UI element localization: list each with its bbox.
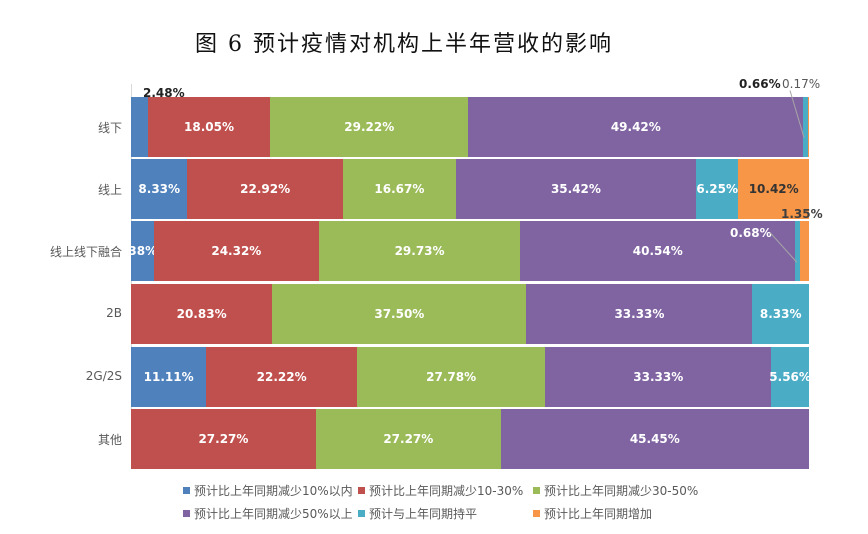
data-label: 27.27% xyxy=(198,432,249,446)
bar-segment: 10.42% xyxy=(738,159,810,219)
legend-item: 预计与上年同期持平 xyxy=(358,505,533,522)
stacked-bar: 8.33% 22.92% 16.67% 35.42% 6.25% 10.42% xyxy=(131,159,810,219)
category-label: 2G/2S xyxy=(85,369,122,383)
data-label: 35.42% xyxy=(550,182,601,196)
data-label: 29.73% xyxy=(394,244,445,258)
bar-segment: 18.05% xyxy=(147,97,271,157)
legend-swatch-icon xyxy=(533,510,540,517)
legend-swatch-icon xyxy=(533,487,540,494)
bar-segment: 22.22% xyxy=(206,347,357,407)
legend-label: 预计比上年同期减少30-50% xyxy=(544,484,699,498)
legend-row-2: 预计比上年同期减少50%以上 预计与上年同期持平 预计比上年同期增加 xyxy=(183,505,703,522)
legend-item: 预计比上年同期减少10-30% xyxy=(358,482,533,499)
data-label: 10.42% xyxy=(748,182,799,196)
bar-segment: 5.56% xyxy=(769,347,811,407)
stacked-bar: 11.11% 22.22% 27.78% 33.33% 5.56% xyxy=(131,347,811,407)
bar-segment: 33.33% xyxy=(526,284,753,344)
legend-item: 预计比上年同期减少10%以内 xyxy=(183,482,358,499)
bar-segment: 27.27% xyxy=(131,409,316,469)
data-label: 16.67% xyxy=(374,182,425,196)
data-label: 49.42% xyxy=(610,120,661,134)
data-label: 11.11% xyxy=(143,370,194,384)
data-label: 8.33% xyxy=(138,182,181,196)
data-label: 37.50% xyxy=(374,307,425,321)
bar-segment xyxy=(799,221,809,281)
bar-segment: 20.83% xyxy=(131,284,273,344)
stacked-bar: 18.05% 29.22% 49.42% xyxy=(131,97,809,157)
data-label: 18.05% xyxy=(184,120,234,134)
data-label-external: 1.35% xyxy=(781,207,823,221)
stacked-bar: 20.83% 37.50% 33.33% 8.33% xyxy=(131,284,809,344)
category-label: 2B xyxy=(106,306,122,320)
legend-swatch-icon xyxy=(358,510,365,517)
data-label: 33.33% xyxy=(614,307,665,321)
data-label: 8.33% xyxy=(759,307,802,321)
legend-label: 预计比上年同期减少50%以上 xyxy=(194,507,353,521)
bar-segment: 27.27% xyxy=(315,409,501,469)
bar-segment: 29.22% xyxy=(270,97,469,157)
data-label-external: 2.48% xyxy=(143,86,185,100)
legend-item: 预计比上年同期增加 xyxy=(533,505,703,522)
data-label: 27.78% xyxy=(426,370,477,384)
legend-item: 预计比上年同期减少30-50% xyxy=(533,482,703,499)
data-label: 40.54% xyxy=(632,244,683,258)
bar-segment: 49.42% xyxy=(468,97,804,157)
category-label: 其他 xyxy=(97,433,122,447)
category-label: 线上线下融合 xyxy=(49,245,122,259)
data-label: 27.27% xyxy=(383,432,434,446)
legend-label: 预计比上年同期减少10%以内 xyxy=(194,484,353,498)
data-label: 22.92% xyxy=(240,182,291,196)
data-label: 29.22% xyxy=(344,120,395,134)
category-label: 线下 xyxy=(97,121,122,135)
data-label-external: 0.66% xyxy=(739,77,781,91)
bar-segment: 45.45% xyxy=(500,409,809,469)
bar-segment xyxy=(795,221,800,281)
bar-segment: 22.92% xyxy=(187,159,343,219)
legend-label: 预计与上年同期持平 xyxy=(369,507,478,521)
data-label: 5.56% xyxy=(769,370,811,384)
bar-segment: 16.67% xyxy=(342,159,456,219)
bar-segment: 29.73% xyxy=(318,221,521,281)
bar-segment: 40.54% xyxy=(520,221,796,281)
category-label: 线上 xyxy=(97,183,122,197)
stacked-bar: 27.27% 27.27% 45.45% xyxy=(131,409,809,469)
legend-swatch-icon xyxy=(183,487,190,494)
data-label-external: 0.68% xyxy=(730,226,772,240)
bar-segment: 27.78% xyxy=(356,347,546,407)
bar-segment: .38% xyxy=(124,221,157,281)
bar-segment: 33.33% xyxy=(545,347,772,407)
bar-segment: 35.42% xyxy=(455,159,696,219)
data-label: 20.83% xyxy=(176,307,227,321)
data-label: 24.32% xyxy=(211,244,262,258)
bar-segment: 6.25% xyxy=(696,159,739,219)
legend-label: 预计比上年同期增加 xyxy=(544,507,653,521)
legend-item: 预计比上年同期减少50%以上 xyxy=(183,505,358,522)
bar-segment: 24.32% xyxy=(153,221,319,281)
legend-swatch-icon xyxy=(183,510,190,517)
chart-title: 图 6 预计疫情对机构上半年营收的影响 xyxy=(195,32,613,57)
data-label: 33.33% xyxy=(633,370,684,384)
bar-segment: 8.33% xyxy=(131,159,188,219)
data-label-external: 0.17% xyxy=(782,77,821,91)
legend-label: 预计比上年同期减少10-30% xyxy=(369,484,524,498)
bar-segment xyxy=(803,97,808,157)
bar-segment: 8.33% xyxy=(752,284,809,344)
bar-segment xyxy=(807,97,809,157)
bar-segment xyxy=(131,97,148,157)
data-label: 45.45% xyxy=(629,432,680,446)
data-label: 6.25% xyxy=(696,182,738,196)
legend-swatch-icon xyxy=(358,487,365,494)
stacked-bar: .38% 24.32% 29.73% 40.54% xyxy=(124,221,809,281)
bar-segment: 11.11% xyxy=(131,347,207,407)
data-label: 22.22% xyxy=(256,370,307,384)
data-label: .38% xyxy=(123,244,158,258)
legend-row-1: 预计比上年同期减少10%以内 预计比上年同期减少10-30% 预计比上年同期减少30… xyxy=(183,482,703,499)
bar-segment: 37.50% xyxy=(272,284,527,344)
